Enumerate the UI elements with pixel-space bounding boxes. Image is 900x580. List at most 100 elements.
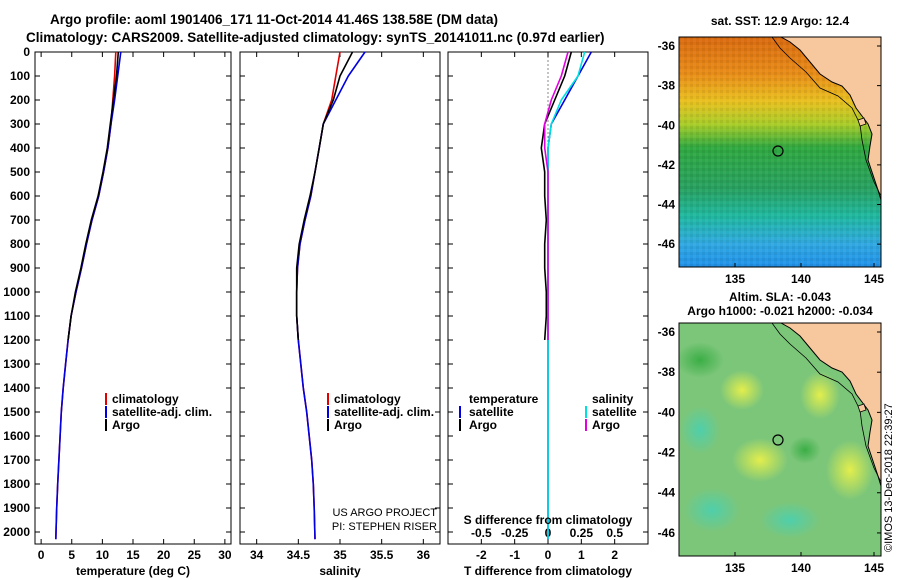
x-tick-label: 35.5 bbox=[370, 548, 394, 562]
y-tick-label: 1400 bbox=[3, 381, 30, 395]
x-tick-label: 10 bbox=[96, 548, 110, 562]
lon-tick-label: 145 bbox=[864, 272, 884, 286]
sst-map-title: sat. SST: 12.9 Argo: 12.4 bbox=[711, 14, 850, 28]
lat-tick-label: -40 bbox=[658, 405, 676, 419]
x2-tick-label: 0.25 bbox=[570, 526, 594, 540]
legend-argo-label: Argo bbox=[334, 418, 362, 432]
lon-tick-label: 145 bbox=[864, 561, 884, 575]
legend-argo-label: Argo bbox=[112, 418, 140, 432]
difference-depth-ticks bbox=[448, 51, 648, 533]
difference-panel: -2 -1 0 1 2 -0.5 -0.25 0 0.25 0.5 T difference f… bbox=[447, 51, 649, 578]
depth-axis: 0 100 200 300 400 500 600 700 800 900 1000 1100 1200… bbox=[3, 45, 231, 539]
legend-s-argo-label: Argo bbox=[592, 418, 620, 432]
y-tick-label: 900 bbox=[10, 261, 30, 275]
sla-map-frame bbox=[678, 322, 882, 557]
y-tick-label: 700 bbox=[10, 213, 30, 227]
y-tick-label: 1800 bbox=[3, 477, 30, 491]
sla-map: Altim. SLA: -0.043 Argo h1000: -0.021 h2… bbox=[658, 290, 885, 575]
lat-tick-label: -38 bbox=[658, 79, 676, 93]
lat-tick-label: -44 bbox=[658, 486, 676, 500]
temperature-axis-label: temperature (deg C) bbox=[76, 564, 190, 578]
sla-anomaly bbox=[760, 502, 820, 538]
legend-climatology-label: climatology bbox=[112, 392, 179, 406]
series-temperature-argo bbox=[540, 51, 573, 341]
lat-tick-label: -46 bbox=[658, 526, 676, 540]
sla-king-island bbox=[857, 403, 867, 413]
y-tick-label: 500 bbox=[10, 165, 30, 179]
y-tick-label: 0 bbox=[23, 45, 30, 59]
lon-tick-label: 140 bbox=[791, 561, 811, 575]
y-tick-label: 2000 bbox=[3, 525, 30, 539]
x-tick-label: 20 bbox=[157, 548, 171, 562]
sst-profile-marker bbox=[772, 145, 784, 157]
temperature-legend: climatology satellite-adj. clim. Argo bbox=[105, 392, 212, 432]
salinity-depth-ticks bbox=[240, 51, 440, 533]
legend-satellite-adj-label: satellite-adj. clim. bbox=[112, 405, 212, 419]
y-tick-label: 1600 bbox=[3, 429, 30, 443]
temperature-panel: 0100200300400500600700800900100011001200… bbox=[3, 45, 232, 578]
copyright-stamp: ©IMOS 13-Dec-2018 22:39:27 bbox=[883, 403, 895, 552]
x-tick-label: -1 bbox=[509, 548, 520, 562]
x-tick-label: -2 bbox=[476, 548, 487, 562]
sst-lat-ticks: -36 -38 -40 -42 -44 -46 bbox=[658, 39, 881, 251]
lat-tick-label: -44 bbox=[658, 198, 676, 212]
temperature-x-axis: 0 5 10 15 20 25 30 bbox=[38, 52, 232, 562]
x-tick-label: 2 bbox=[611, 548, 618, 562]
x-tick-label: 1 bbox=[578, 548, 585, 562]
series-salinity-argo bbox=[543, 51, 569, 340]
figure-title-line1: Argo profile: aoml 1901406_171 11-Oct-20… bbox=[50, 12, 498, 27]
sst-king-island bbox=[857, 117, 867, 127]
series-argo bbox=[67, 51, 120, 341]
sla-anomaly bbox=[800, 371, 840, 419]
difference-series bbox=[540, 51, 592, 540]
lon-tick-label: 135 bbox=[725, 272, 745, 286]
x-tick-label: 0 bbox=[545, 548, 552, 562]
x-tick-label: 25 bbox=[188, 548, 202, 562]
x-tick-label: 35 bbox=[333, 548, 347, 562]
sla-lon-ticks: 135 140 145 bbox=[725, 552, 884, 575]
y-tick-label: 1500 bbox=[3, 405, 30, 419]
lat-tick-label: -46 bbox=[658, 237, 676, 251]
difference-legend: temperature satellite Argo salinity sate… bbox=[459, 392, 637, 432]
sla-shelf-contour bbox=[771, 323, 881, 483]
legend-t-argo-label: Argo bbox=[469, 418, 497, 432]
x2-tick-label: 0.5 bbox=[606, 526, 623, 540]
salinity-legend: climatology satellite-adj. clim. Argo bbox=[327, 392, 434, 432]
sst-shelf-contour bbox=[771, 37, 881, 197]
salinity-panel: 34 34.5 35 35.5 36 salinity climatology sate… bbox=[239, 51, 441, 578]
x-tick-label: 5 bbox=[68, 548, 75, 562]
sla-map-subtitle: Argo h1000: -0.021 h2000: -0.034 bbox=[687, 304, 873, 318]
temperature-series bbox=[55, 51, 122, 540]
lon-tick-label: 140 bbox=[791, 272, 811, 286]
y-tick-label: 1300 bbox=[3, 357, 30, 371]
credit-pi: PI: STEPHEN RISER bbox=[332, 521, 437, 533]
x-tick-label: 34 bbox=[250, 548, 264, 562]
y-tick-label: 800 bbox=[10, 237, 30, 251]
y-tick-label: 100 bbox=[10, 69, 30, 83]
sla-lat-ticks: -36 -38 -40 -42 -44 -46 bbox=[658, 325, 881, 540]
t-difference-x-axis: -2 -1 0 1 2 bbox=[476, 52, 618, 562]
legend-t-satellite-label: satellite bbox=[469, 405, 514, 419]
y-tick-label: 1700 bbox=[3, 453, 30, 467]
sla-anomaly bbox=[684, 488, 740, 532]
lat-tick-label: -42 bbox=[658, 158, 676, 172]
x-tick-label: 15 bbox=[126, 548, 140, 562]
salinity-plot-frame bbox=[239, 51, 441, 545]
sla-anomaly bbox=[826, 440, 874, 500]
temperature-plot-frame bbox=[34, 51, 232, 545]
sst-map: sat. SST: 12.9 Argo: 12.4 -36 -38 -40 -42 -4… bbox=[658, 14, 885, 286]
lat-tick-label: -36 bbox=[658, 39, 676, 53]
s-difference-axis-label: S difference from climatology bbox=[464, 513, 633, 527]
figure-title-line2: Climatology: CARS2009. Satellite-adjuste… bbox=[26, 30, 604, 45]
y-tick-label: 1900 bbox=[3, 501, 30, 515]
y-tick-label: 1200 bbox=[3, 333, 30, 347]
y-tick-label: 400 bbox=[10, 141, 30, 155]
lat-tick-label: -40 bbox=[658, 118, 676, 132]
t-difference-axis-label: T difference from climatology bbox=[464, 564, 632, 578]
sla-anomaly bbox=[679, 342, 724, 378]
y-tick-label: 1100 bbox=[4, 309, 30, 323]
legend-salinity-title: salinity bbox=[592, 392, 634, 406]
x2-tick-label: -0.5 bbox=[471, 526, 492, 540]
lon-tick-label: 135 bbox=[725, 561, 745, 575]
